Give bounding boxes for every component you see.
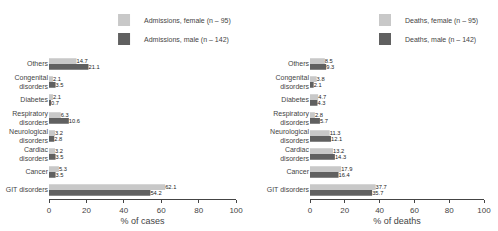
svg-text:Cardiacdisorders: Cardiacdisorders	[280, 146, 309, 162]
svg-text:Admissions, male (n – 142): Admissions, male (n – 142)	[144, 36, 229, 44]
svg-text:GIT disorders: GIT disorders	[6, 186, 49, 193]
svg-text:60: 60	[157, 206, 166, 215]
svg-text:10.6: 10.6	[69, 118, 80, 124]
svg-text:3.5: 3.5	[56, 82, 64, 88]
svg-text:Others: Others	[27, 60, 49, 67]
svg-text:60: 60	[410, 206, 419, 215]
svg-text:21.1: 21.1	[88, 64, 99, 70]
svg-text:Neurologicaldisorders: Neurologicaldisorders	[9, 128, 48, 144]
svg-text:Neurologicaldisorders: Neurologicaldisorders	[270, 128, 309, 144]
svg-text:40: 40	[375, 206, 384, 215]
svg-text:2.1: 2.1	[53, 76, 61, 82]
svg-text:Cancer: Cancer	[25, 168, 48, 175]
svg-text:8.5: 8.5	[325, 58, 333, 64]
svg-text:3.2: 3.2	[55, 148, 63, 154]
svg-text:14.7: 14.7	[77, 58, 88, 64]
svg-text:0: 0	[308, 206, 313, 215]
svg-text:14.3: 14.3	[335, 154, 346, 160]
svg-text:Deaths, female (n – 95): Deaths, female (n – 95)	[405, 17, 478, 25]
svg-text:Deaths, male (n – 142): Deaths, male (n – 142)	[405, 36, 476, 44]
svg-text:Congenitaldisorders: Congenitaldisorders	[276, 74, 310, 90]
svg-text:37.7: 37.7	[376, 184, 387, 190]
svg-text:Admissions, female (n – 95): Admissions, female (n – 95)	[144, 17, 231, 25]
svg-text:4.3: 4.3	[317, 100, 325, 106]
svg-text:80: 80	[445, 206, 454, 215]
svg-text:11.3: 11.3	[330, 130, 341, 136]
svg-text:2.8: 2.8	[315, 112, 323, 118]
svg-text:Cardiacdisorders: Cardiacdisorders	[19, 146, 48, 162]
svg-text:% of cases: % of cases	[121, 216, 166, 226]
svg-text:20: 20	[340, 206, 349, 215]
svg-text:2.8: 2.8	[54, 136, 62, 142]
svg-text:3.5: 3.5	[56, 154, 64, 160]
svg-text:Respiratorydisorders: Respiratorydisorders	[12, 110, 48, 126]
svg-text:17.9: 17.9	[341, 166, 352, 172]
svg-text:5.7: 5.7	[320, 118, 328, 124]
svg-text:40: 40	[119, 206, 128, 215]
svg-text:5.3: 5.3	[59, 166, 67, 172]
svg-text:Diabetes: Diabetes	[20, 96, 48, 103]
svg-text:Congenitaldisorders: Congenitaldisorders	[15, 74, 49, 90]
svg-text:9.3: 9.3	[326, 64, 334, 70]
svg-text:2.1: 2.1	[53, 94, 61, 100]
svg-text:100: 100	[477, 206, 491, 215]
svg-text:3.2: 3.2	[55, 130, 63, 136]
svg-text:Cancer: Cancer	[286, 168, 309, 175]
svg-text:6.3: 6.3	[61, 112, 69, 118]
svg-text:2.1: 2.1	[314, 82, 322, 88]
svg-text:GIT disorders: GIT disorders	[267, 186, 310, 193]
svg-text:3.5: 3.5	[56, 172, 64, 178]
svg-text:0: 0	[47, 206, 52, 215]
svg-text:20: 20	[82, 206, 91, 215]
svg-text:62.1: 62.1	[165, 184, 176, 190]
svg-text:54.2: 54.2	[150, 190, 161, 196]
svg-text:100: 100	[229, 206, 243, 215]
svg-text:12.1: 12.1	[331, 136, 342, 142]
svg-text:80: 80	[194, 206, 203, 215]
svg-text:Respiratorydisorders: Respiratorydisorders	[273, 110, 309, 126]
svg-text:% of deaths: % of deaths	[373, 216, 421, 226]
svg-text:3.8: 3.8	[317, 76, 325, 82]
svg-text:Diabetes: Diabetes	[281, 96, 309, 103]
svg-text:4.7: 4.7	[318, 94, 326, 100]
svg-text:16.4: 16.4	[339, 172, 351, 178]
svg-text:35.7: 35.7	[372, 190, 383, 196]
svg-text:0.7: 0.7	[51, 100, 59, 106]
svg-text:Others: Others	[288, 60, 310, 67]
svg-text:13.2: 13.2	[333, 148, 344, 154]
